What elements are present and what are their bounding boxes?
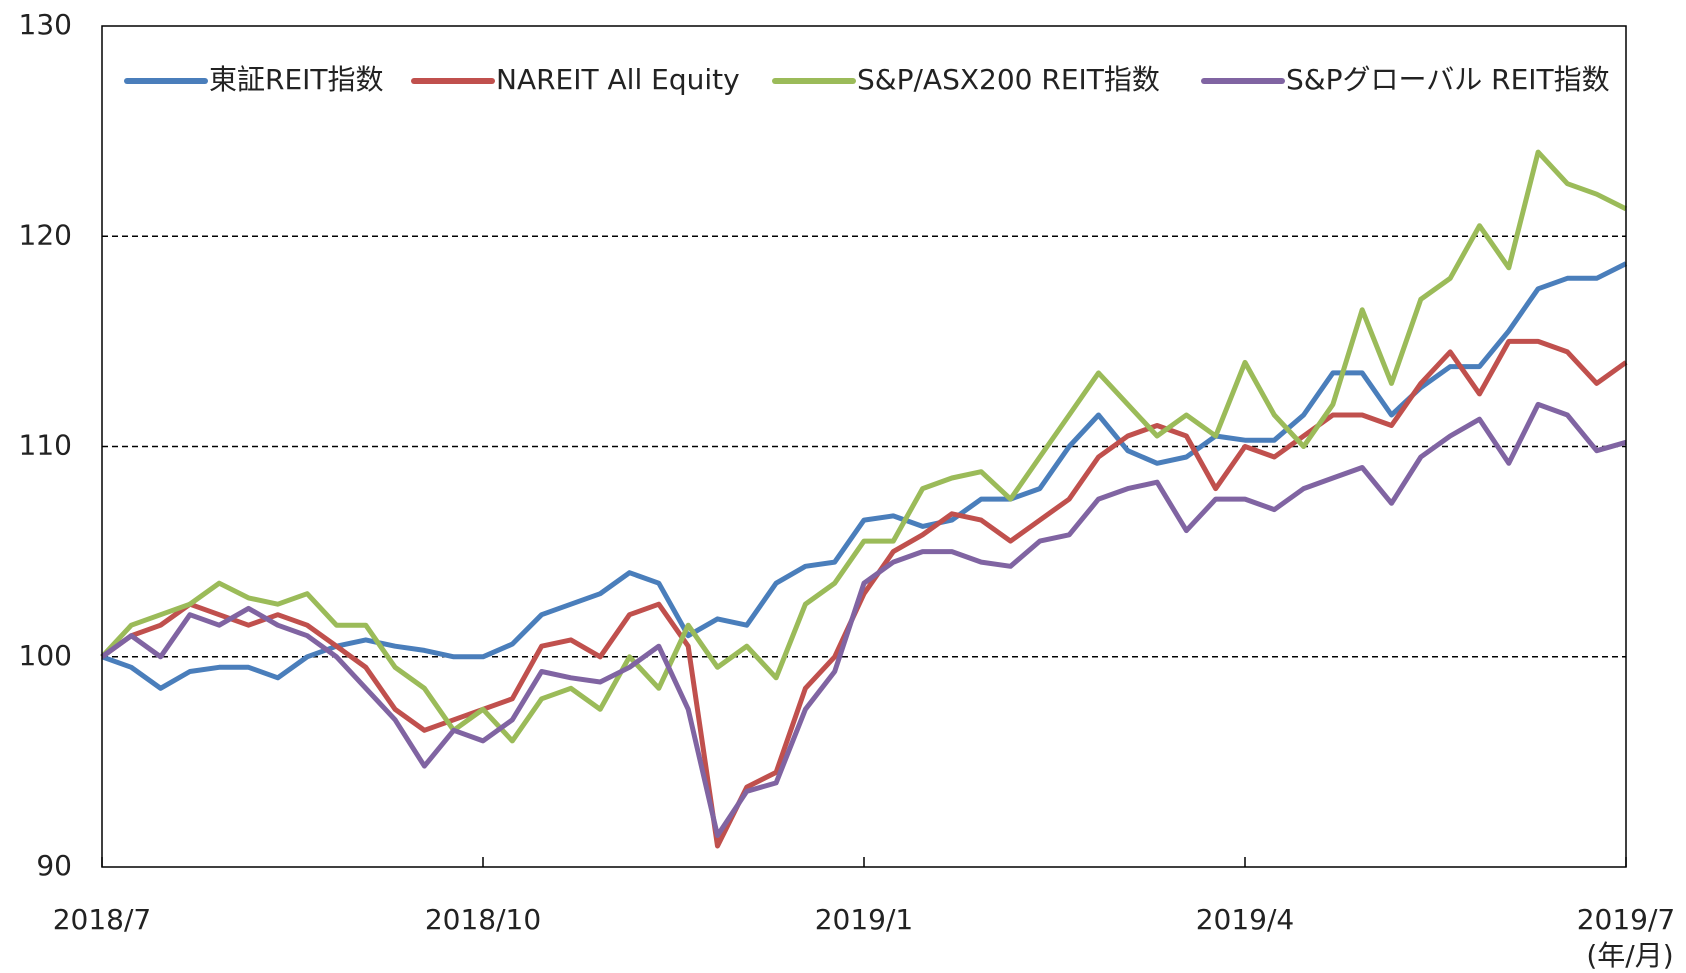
x-tick-label: 2018/7 (53, 903, 152, 936)
x-tick-label: 2019/1 (815, 903, 914, 936)
x-axis-label: (年/月) (1586, 939, 1673, 972)
plot-frame (101, 25, 1627, 868)
legend-label: S&Pグローバル REIT指数 (1286, 63, 1610, 96)
legend-label: S&P/ASX200 REIT指数 (857, 63, 1160, 96)
legend-label: 東証REIT指数 (209, 63, 384, 96)
y-tick-label: 100 (19, 639, 72, 672)
x-tick-label: 2019/7 (1577, 903, 1676, 936)
series-line (100, 338, 1628, 849)
y-tick-label: 110 (19, 429, 72, 462)
y-tick-label: 120 (19, 218, 72, 251)
y-tick-label: 130 (19, 8, 72, 41)
y-tick-label: 90 (36, 849, 72, 882)
x-tick-label: 2018/10 (425, 903, 541, 936)
series-line (100, 401, 1627, 838)
series-line (100, 149, 1628, 744)
x-tick-label: 2019/4 (1196, 903, 1295, 936)
legend-label: NAREIT All Equity (496, 63, 740, 96)
series-line (101, 261, 1628, 691)
